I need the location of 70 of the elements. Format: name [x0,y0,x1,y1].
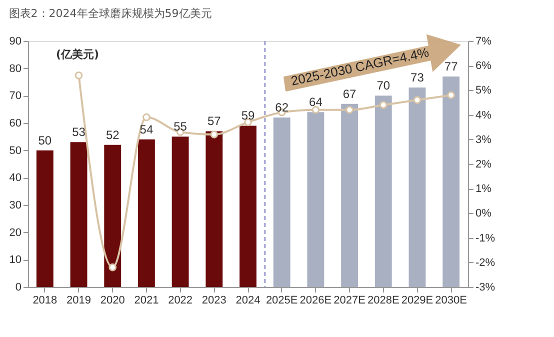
x-tick-label: 2026E [300,294,332,306]
x-tick-label: 2022 [168,294,193,306]
x-tick-label: 2027E [334,294,366,306]
y-tick-label: 50 [9,144,22,157]
bar [240,126,256,287]
y2-tick-label: 1% [476,183,492,196]
bar [307,112,324,287]
point [210,130,218,138]
point [108,263,117,272]
bar [206,131,223,287]
y-tick-label: 80 [9,62,22,75]
y2-tick-label: 3% [476,134,492,146]
y2-tick-label: -2% [476,256,496,269]
y-axis-title: (亿美元) [56,48,100,61]
data-label: 50 [38,133,52,148]
chart-title: 图表2：2024年全球磨床规模为59亿美元 [8,7,212,20]
y2-tick-label: -3% [476,282,496,294]
data-label: 54 [140,122,154,136]
data-label: 55 [174,120,188,134]
y2-tick-label: 5% [476,84,492,97]
y2-tick-label: -1% [476,232,496,244]
y-tick-label: 10 [9,254,22,266]
x-tick-label: 2030E [435,294,467,306]
x-tick-label: 2029E [401,294,434,306]
data-label: 62 [275,100,289,115]
point [74,72,83,80]
bar [70,142,88,287]
bar [104,144,122,287]
bar [36,150,54,287]
data-label: 59 [241,108,255,123]
point [142,113,150,122]
x-tick-label: 2021 [134,294,159,306]
x-tick-label: 2020 [100,294,125,306]
data-label: 57 [207,114,222,128]
y-tick-label: 0 [15,282,22,294]
x-tick-label: 2028E [367,294,400,306]
point [379,101,388,109]
bar [273,118,290,287]
y2-tick-label: 6% [476,60,492,72]
data-label: 73 [410,70,424,84]
x-tick-label: 2018 [32,294,58,306]
y-tick-label: 20 [9,226,22,239]
y-tick-label: 30 [9,200,22,212]
bar [442,76,460,287]
bar [341,104,358,287]
y-tick-label: 90 [9,36,22,48]
data-label: 67 [342,86,357,101]
data-label: 53 [72,125,86,140]
x-tick-label: 2024 [236,294,260,306]
bar [374,96,392,287]
y2-tick-label: 2% [476,158,492,170]
data-label: 64 [309,95,323,110]
point [346,106,354,114]
x-tick-label: 2019 [66,294,92,306]
data-label: 77 [444,60,458,74]
x-tick-label: 2025E [266,294,298,306]
bar [172,136,189,287]
y-tick-label: 60 [9,118,22,130]
bar [408,87,426,287]
point [413,96,422,104]
y2-tick-label: 4% [476,109,492,122]
y2-tick-label: 0% [476,208,492,220]
bar [138,139,155,287]
x-tick-label: 2023 [202,294,226,306]
data-label: 70 [376,78,390,93]
point [447,91,455,100]
y-tick-label: 70 [9,90,22,102]
data-label: 52 [106,128,120,142]
y-tick-label: 40 [9,172,22,184]
y2-tick-label: 7% [476,36,492,48]
